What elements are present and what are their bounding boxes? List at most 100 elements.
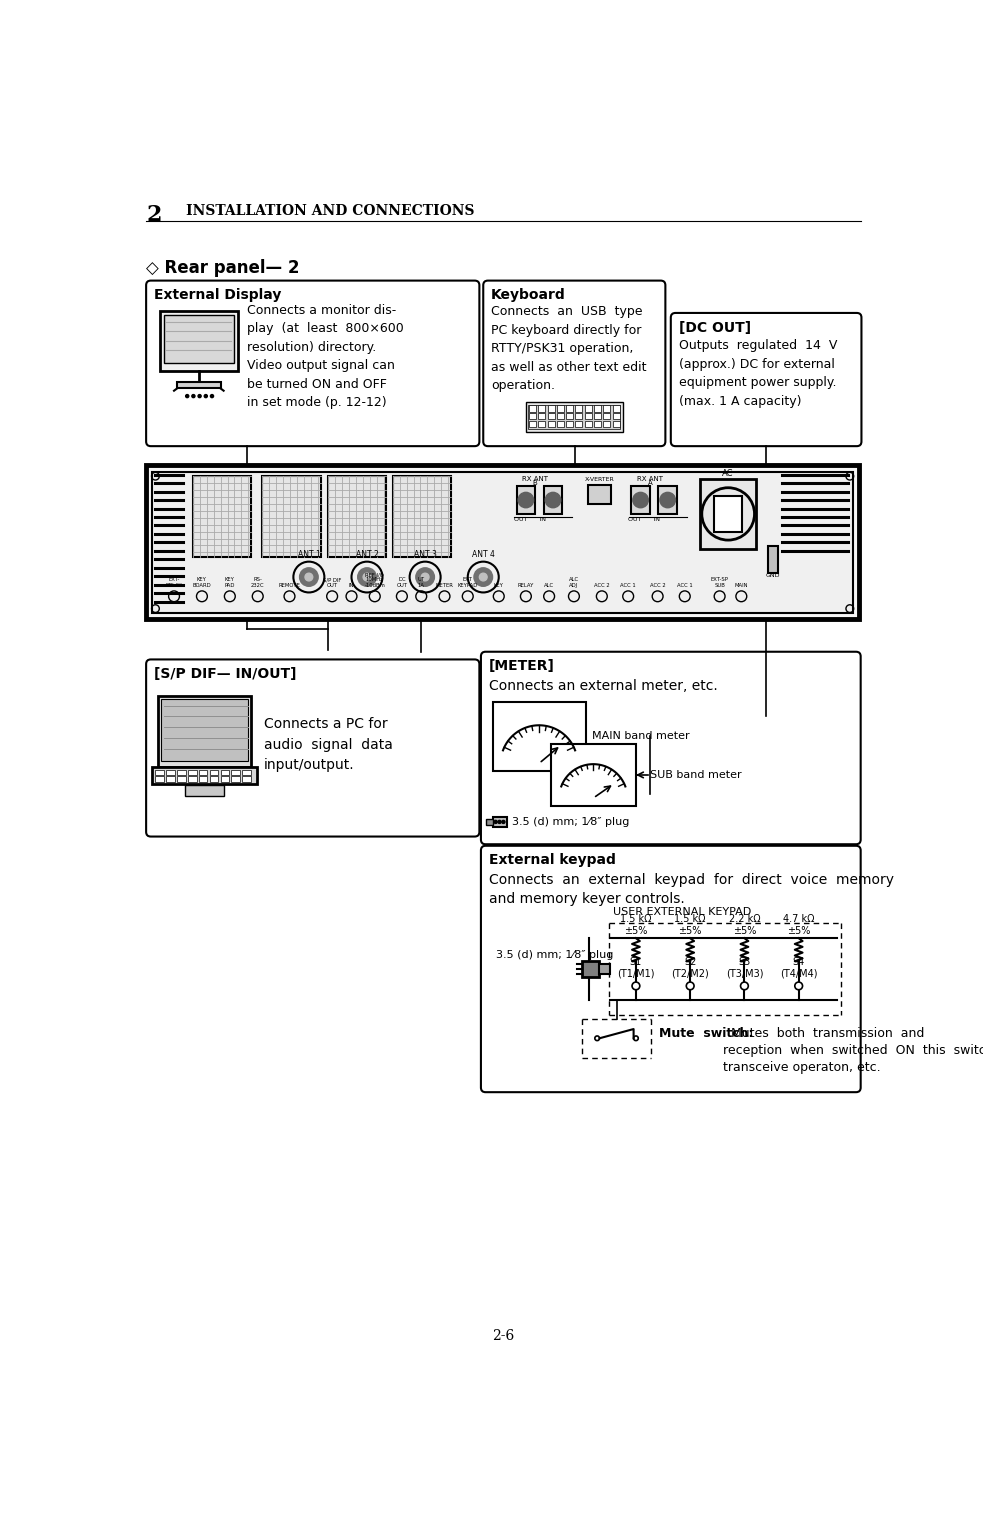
Text: [METER]: [METER] <box>489 660 554 674</box>
Bar <box>544 485 562 514</box>
Bar <box>585 405 592 411</box>
FancyBboxPatch shape <box>146 660 480 836</box>
Text: 2-6: 2-6 <box>492 1329 514 1344</box>
FancyBboxPatch shape <box>481 846 861 1092</box>
Text: KEY
BOARD: KEY BOARD <box>193 578 211 587</box>
Bar <box>199 769 207 775</box>
Text: RS-
232C: RS- 232C <box>251 578 264 587</box>
Circle shape <box>546 493 560 508</box>
Circle shape <box>305 573 313 581</box>
Circle shape <box>210 394 213 397</box>
Bar <box>529 413 536 419</box>
Text: EXT-
DPLAY: EXT- DPLAY <box>166 578 182 587</box>
Bar <box>193 476 251 557</box>
Text: S1
(T1/M1): S1 (T1/M1) <box>617 957 655 978</box>
Bar <box>588 484 611 504</box>
FancyBboxPatch shape <box>481 652 861 845</box>
Bar <box>604 413 610 419</box>
Text: ANT 1: ANT 1 <box>298 549 320 558</box>
Bar <box>262 476 320 557</box>
Text: 2: 2 <box>146 203 161 226</box>
Bar <box>594 405 601 411</box>
FancyBboxPatch shape <box>146 281 480 446</box>
Text: [S/P DIF— IN/OUT]: [S/P DIF— IN/OUT] <box>154 667 297 681</box>
Bar <box>487 819 492 825</box>
Text: MAIN band meter: MAIN band meter <box>592 731 689 742</box>
Bar <box>612 420 619 426</box>
Circle shape <box>416 567 434 586</box>
Circle shape <box>498 821 501 824</box>
Bar <box>539 420 546 426</box>
Bar <box>392 476 450 557</box>
Bar <box>566 405 573 411</box>
Bar <box>612 413 619 419</box>
Bar <box>566 413 573 419</box>
Bar <box>612 405 619 411</box>
Text: KEY: KEY <box>493 583 503 587</box>
Bar <box>492 818 506 827</box>
Text: ANT 2: ANT 2 <box>356 549 378 558</box>
Bar <box>199 777 207 781</box>
Bar <box>548 405 554 411</box>
Text: INSTALLATION AND CONNECTIONS: INSTALLATION AND CONNECTIONS <box>187 203 475 217</box>
Bar <box>220 777 229 781</box>
Bar <box>585 420 592 426</box>
Text: External Display: External Display <box>154 288 281 302</box>
Bar <box>242 777 251 781</box>
Bar <box>242 769 251 775</box>
Circle shape <box>422 573 429 581</box>
Bar <box>575 413 583 419</box>
Bar <box>557 405 564 411</box>
Bar <box>146 466 859 619</box>
Text: ANT 3: ANT 3 <box>414 549 436 558</box>
Circle shape <box>518 493 534 508</box>
Bar <box>548 420 554 426</box>
Text: S4
(T4/M4): S4 (T4/M4) <box>780 957 818 978</box>
Bar <box>550 745 636 806</box>
Bar <box>166 769 175 775</box>
Bar <box>151 768 257 784</box>
Bar <box>715 496 742 531</box>
Circle shape <box>300 567 318 586</box>
Bar <box>177 769 186 775</box>
Bar <box>594 413 601 419</box>
Text: REF I/O
10MHz
-10dBm: REF I/O 10MHz -10dBm <box>365 572 385 587</box>
Text: ACC 1: ACC 1 <box>677 583 693 587</box>
Circle shape <box>358 567 376 586</box>
FancyBboxPatch shape <box>670 313 861 446</box>
Text: S/P DIF
OUT: S/P DIF OUT <box>323 578 341 587</box>
Text: 3.5 (d) mm; 1⁄8″ plug: 3.5 (d) mm; 1⁄8″ plug <box>512 818 629 827</box>
Text: MAIN: MAIN <box>734 583 748 587</box>
Text: ANT 4: ANT 4 <box>472 549 494 558</box>
Text: ACC 2: ACC 2 <box>594 583 609 587</box>
Bar <box>575 405 583 411</box>
Bar <box>566 420 573 426</box>
Text: IN: IN <box>349 583 354 587</box>
Bar <box>231 769 240 775</box>
Text: Mute  switch:: Mute switch: <box>660 1027 754 1039</box>
Bar <box>157 696 251 768</box>
Text: EXT-SP
SUB: EXT-SP SUB <box>711 578 728 587</box>
Circle shape <box>192 394 195 397</box>
Text: B: B <box>533 479 538 485</box>
Text: ◇ Rear panel— 2: ◇ Rear panel— 2 <box>146 259 300 278</box>
Bar <box>220 769 229 775</box>
Text: Keyboard: Keyboard <box>491 288 566 302</box>
Text: ACC 1: ACC 1 <box>620 583 636 587</box>
Text: S3
(T3/M3): S3 (T3/M3) <box>725 957 763 978</box>
Bar <box>492 702 586 771</box>
Bar <box>161 699 248 762</box>
Bar <box>604 420 610 426</box>
Bar <box>164 316 234 363</box>
Circle shape <box>494 821 497 824</box>
Text: OUT      IN: OUT IN <box>628 517 661 522</box>
Bar <box>599 965 610 974</box>
Bar <box>557 420 564 426</box>
Bar <box>585 413 592 419</box>
Bar <box>548 413 554 419</box>
Text: Mutes  both  transmission  and
reception  when  switched  ON  this  switch  for
: Mutes both transmission and reception wh… <box>723 1027 983 1074</box>
Bar <box>177 777 186 781</box>
Text: Connects  an  external  keypad  for  direct  voice  memory
and memory keyer cont: Connects an external keypad for direct v… <box>489 872 894 906</box>
Text: GND: GND <box>766 573 781 578</box>
Text: Connects a PC for
audio  signal  data
input/output.: Connects a PC for audio signal data inpu… <box>263 718 393 772</box>
